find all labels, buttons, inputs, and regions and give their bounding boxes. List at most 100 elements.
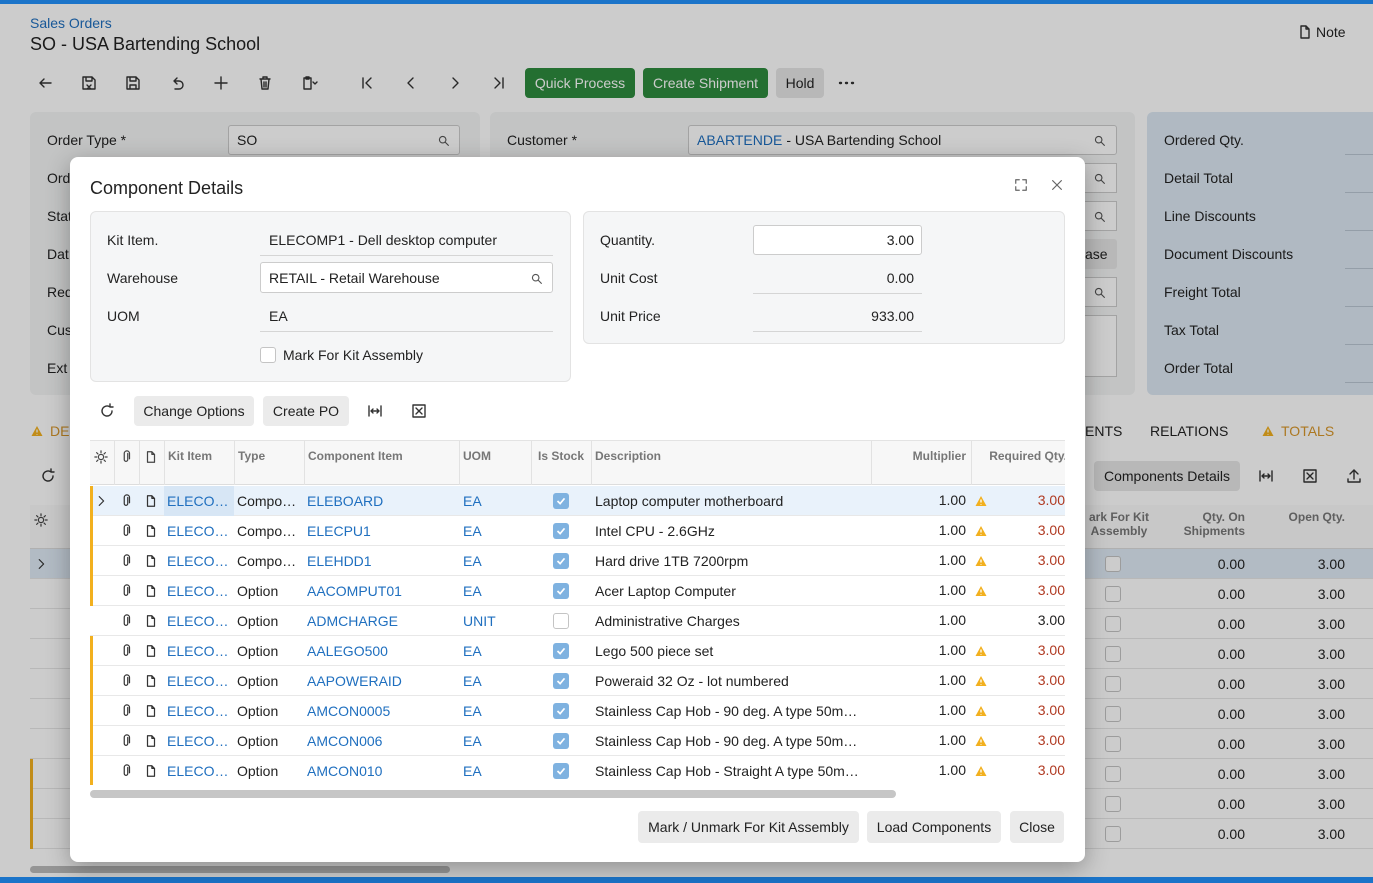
toolbar-button[interactable]: Create Shipment [643,68,768,98]
clip-icon[interactable] [119,494,133,508]
tab[interactable]: DE [50,423,70,439]
cell-link[interactable]: EA [463,553,482,569]
checkbox[interactable] [1105,826,1121,842]
doc-icon[interactable] [144,614,158,628]
trash-icon[interactable] [257,75,273,91]
clip-icon[interactable] [119,614,133,628]
gear-icon[interactable] [34,513,48,527]
search-icon[interactable] [1093,172,1106,185]
fit-icon[interactable] [367,403,383,419]
search-icon[interactable] [437,134,450,147]
doc-icon[interactable] [144,524,158,538]
close-icon[interactable] [1050,178,1064,192]
scrollbar[interactable] [30,866,450,873]
save-icon[interactable] [125,75,141,91]
cell-link[interactable]: ELECO… [167,643,229,659]
grid-row[interactable] [90,726,1065,756]
checkbox[interactable] [1105,616,1121,632]
clip-icon[interactable] [119,674,133,688]
scrollbar[interactable] [90,790,896,798]
field[interactable] [228,125,460,155]
cell-link[interactable]: AMCON0005 [307,703,391,719]
dialog-button[interactable]: Mark / Unmark For Kit Assembly [638,811,859,843]
upload-icon[interactable] [1346,468,1362,484]
clip-icon[interactable] [119,764,133,778]
cell-link[interactable]: ELECO… [167,703,229,719]
fit-icon[interactable] [1258,468,1274,484]
checkbox[interactable] [1105,736,1121,752]
checkbox[interactable] [1105,766,1121,782]
tab[interactable]: ENTS [1085,423,1123,439]
tab[interactable]: RELATIONS [1150,423,1229,439]
cell-link[interactable]: ELECO… [167,613,229,629]
tab[interactable]: TOTALS [1281,423,1335,439]
column-header[interactable]: Is Stock [538,449,585,463]
cell-link[interactable]: EA [463,673,482,689]
search-icon[interactable] [1093,134,1106,147]
cell-link[interactable]: EA [463,643,482,659]
checkbox[interactable] [260,347,276,363]
excel-icon[interactable] [411,403,427,419]
checkbox[interactable] [1105,586,1121,602]
cell-link[interactable]: AMCON010 [307,763,383,779]
refresh-icon[interactable] [40,468,56,484]
search-icon[interactable] [530,272,543,285]
grid-row[interactable] [90,516,1065,546]
cell-link[interactable]: AAPOWERAID [307,673,402,689]
cell-link[interactable]: ELECO… [167,493,229,509]
next-icon[interactable] [447,75,463,91]
first-icon[interactable] [359,75,375,91]
clip-icon[interactable] [119,524,133,538]
grid-row[interactable] [90,756,1065,785]
checkbox[interactable] [1105,556,1121,572]
column-header[interactable]: Component Item [308,449,403,463]
cell-link[interactable]: ELEHDD1 [307,553,372,569]
search-icon[interactable] [1093,210,1106,223]
expand-icon[interactable] [1014,178,1028,192]
doc-icon[interactable] [1297,24,1313,40]
chev-icon[interactable] [34,557,48,571]
cell-link[interactable]: ELECO… [167,553,229,569]
cell-link[interactable]: ELECO… [167,583,229,599]
clip-icon[interactable] [119,554,133,568]
toolbar-button[interactable]: Quick Process [525,68,635,98]
cell-link[interactable]: ELECPU1 [307,523,371,539]
column-header[interactable]: Type [238,449,266,463]
cell-link[interactable]: ELEBOARD [307,493,384,509]
doc-icon[interactable] [144,584,158,598]
toolbar-button[interactable]: Create PO [263,396,349,426]
cell-link[interactable]: ELECO… [167,763,229,779]
breadcrumb[interactable]: Sales Orders [30,15,112,31]
clipb-icon[interactable] [300,75,318,91]
dots-icon[interactable] [838,75,855,91]
saveclose-icon[interactable] [81,75,97,91]
last-icon[interactable] [491,75,507,91]
cell-link[interactable]: EA [463,523,482,539]
cell-link[interactable]: AMCON006 [307,733,383,749]
cell-link[interactable]: ELECO… [167,523,229,539]
dialog-button[interactable]: Load Components [867,811,1001,843]
clip-icon[interactable] [119,704,133,718]
dialog-button[interactable]: Close [1010,811,1064,843]
field[interactable] [688,125,1117,155]
column-header[interactable]: Kit Item [168,449,213,463]
grid-row[interactable] [90,546,1065,576]
cell-link[interactable]: EA [463,583,482,599]
gear-icon[interactable] [94,450,108,464]
plus-icon[interactable] [213,75,229,91]
cell-link[interactable]: EA [463,763,482,779]
chev-icon[interactable] [94,494,108,508]
doc-icon[interactable] [144,734,158,748]
cell-link[interactable]: EA [463,493,482,509]
cell-link[interactable]: EA [463,703,482,719]
field[interactable] [260,262,553,293]
note-button[interactable]: Note [1316,24,1346,40]
doc-icon[interactable] [144,554,158,568]
grid-row[interactable] [90,696,1065,726]
column-header[interactable]: UOM [463,449,491,463]
doc-icon[interactable] [144,494,158,508]
checkbox[interactable] [1105,706,1121,722]
grid-row[interactable] [90,666,1065,696]
excel-icon[interactable] [1302,468,1318,484]
back-icon[interactable] [37,75,53,91]
